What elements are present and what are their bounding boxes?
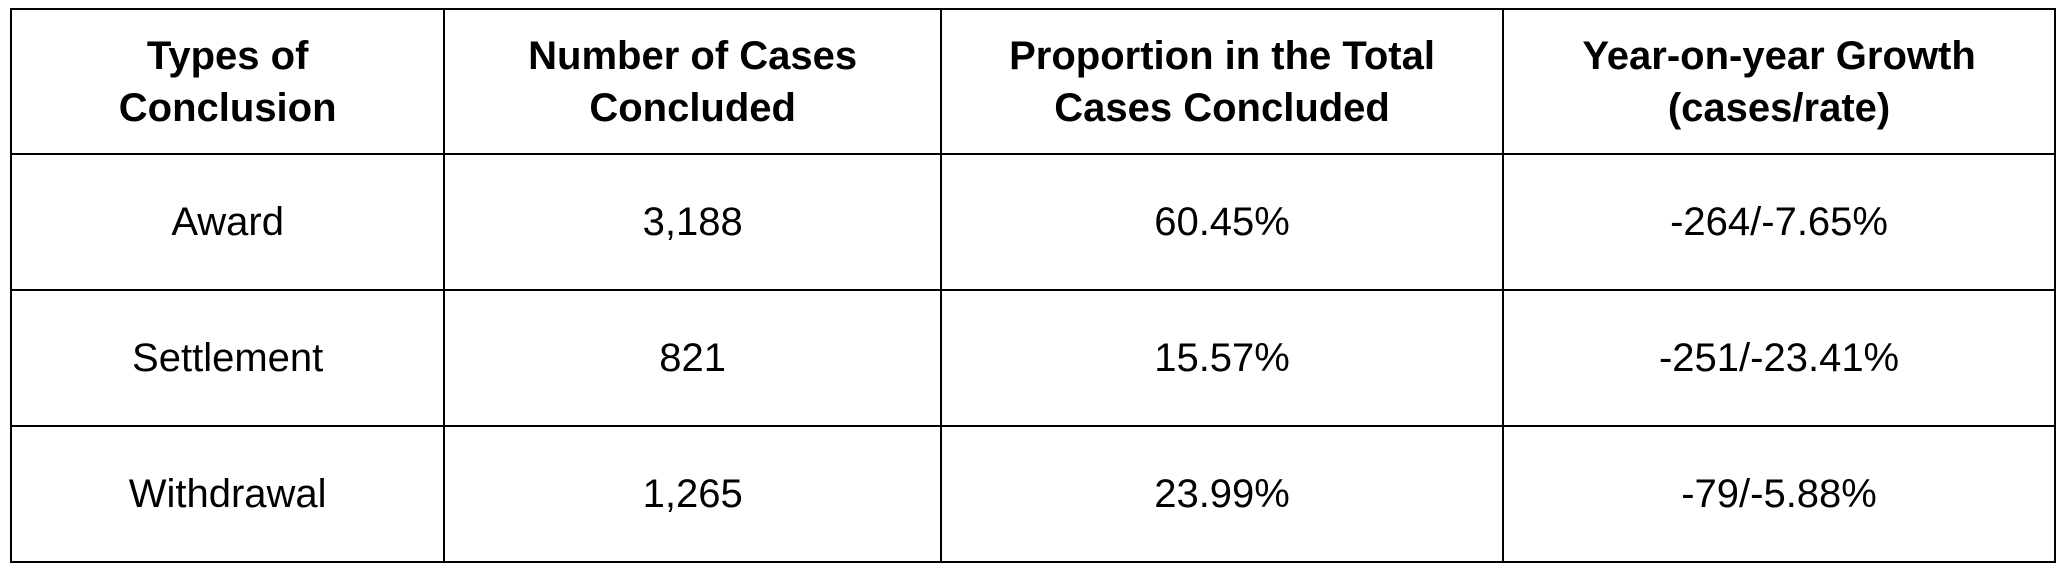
cell-proportion: 23.99%	[939, 425, 1505, 563]
header-line: Number of Cases	[528, 33, 858, 78]
cell-conclusion-type: Settlement	[9, 289, 446, 427]
cell-yoy-growth: -79/-5.88%	[1502, 425, 2056, 563]
header-line: Conclusion	[118, 85, 337, 130]
cell-number-of-cases: 1,265	[443, 425, 942, 563]
cell-yoy-growth: -251/-23.41%	[1502, 289, 2056, 427]
table-row-withdrawal: Withdrawal 1,265 23.99% -79/-5.88%	[9, 425, 2056, 563]
table-row-award: Award 3,188 60.45% -264/-7.65%	[9, 153, 2056, 291]
header-types-of-conclusion: Types of Conclusion	[9, 8, 446, 155]
cell-yoy-growth: -264/-7.65%	[1502, 153, 2056, 291]
header-line: Types of	[146, 33, 309, 78]
cell-number-of-cases: 3,188	[443, 153, 942, 291]
cell-proportion: 60.45%	[939, 153, 1505, 291]
header-line: Cases Concluded	[1054, 85, 1390, 130]
cell-proportion: 15.57%	[939, 289, 1505, 427]
conclusion-types-table-container: Types of Conclusion Number of Cases Conc…	[9, 8, 2056, 563]
cell-conclusion-type: Withdrawal	[9, 425, 446, 563]
cell-number-of-cases: 821	[443, 289, 942, 427]
table-row-settlement: Settlement 821 15.57% -251/-23.41%	[9, 289, 2056, 427]
cell-conclusion-type: Award	[9, 153, 446, 291]
header-yoy-growth: Year-on-year Growth (cases/rate)	[1502, 8, 2056, 155]
header-line: Year-on-year Growth	[1582, 33, 1976, 78]
conclusion-types-table: Types of Conclusion Number of Cases Conc…	[9, 8, 2056, 563]
header-proportion: Proportion in the Total Cases Concluded	[939, 8, 1505, 155]
header-number-of-cases: Number of Cases Concluded	[443, 8, 942, 155]
header-line: (cases/rate)	[1667, 85, 1891, 130]
table-header-row: Types of Conclusion Number of Cases Conc…	[9, 8, 2056, 155]
header-line: Concluded	[589, 85, 796, 130]
header-line: Proportion in the Total	[1009, 33, 1435, 78]
